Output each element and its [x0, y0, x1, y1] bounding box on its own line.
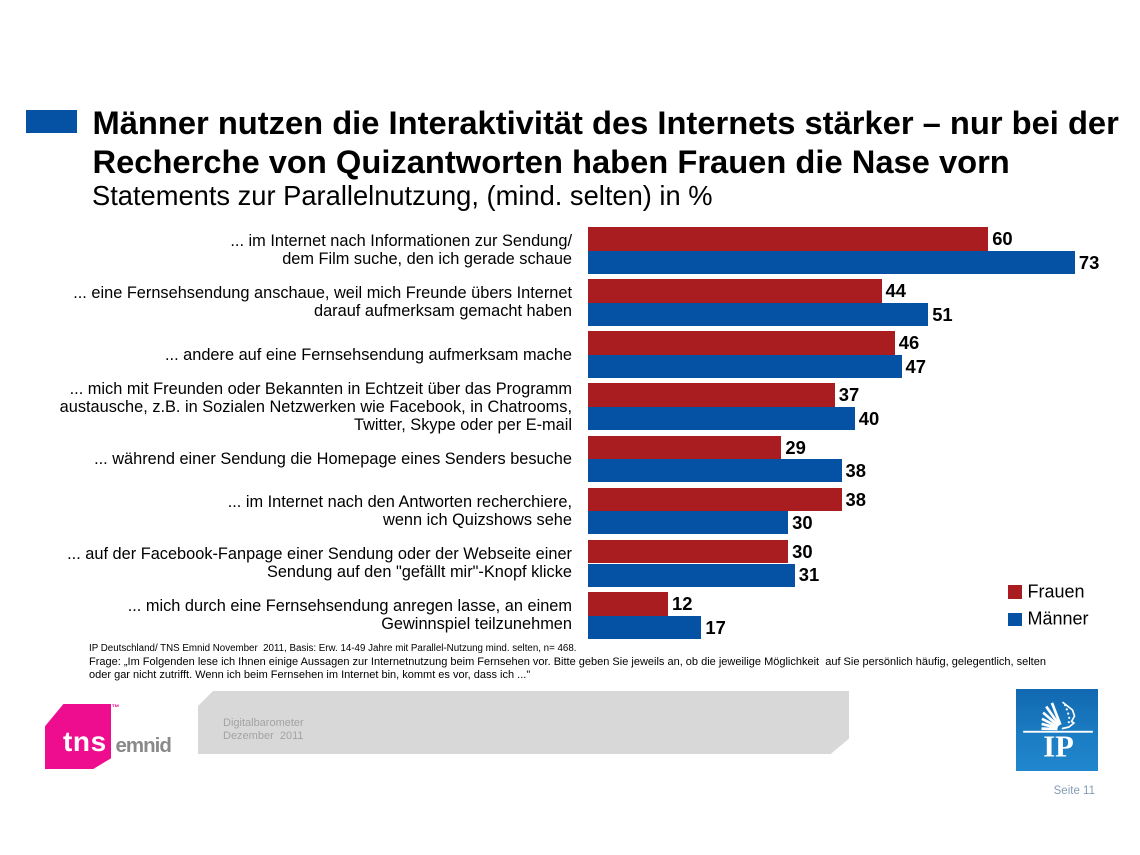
svg-text:IP: IP	[1043, 729, 1074, 763]
